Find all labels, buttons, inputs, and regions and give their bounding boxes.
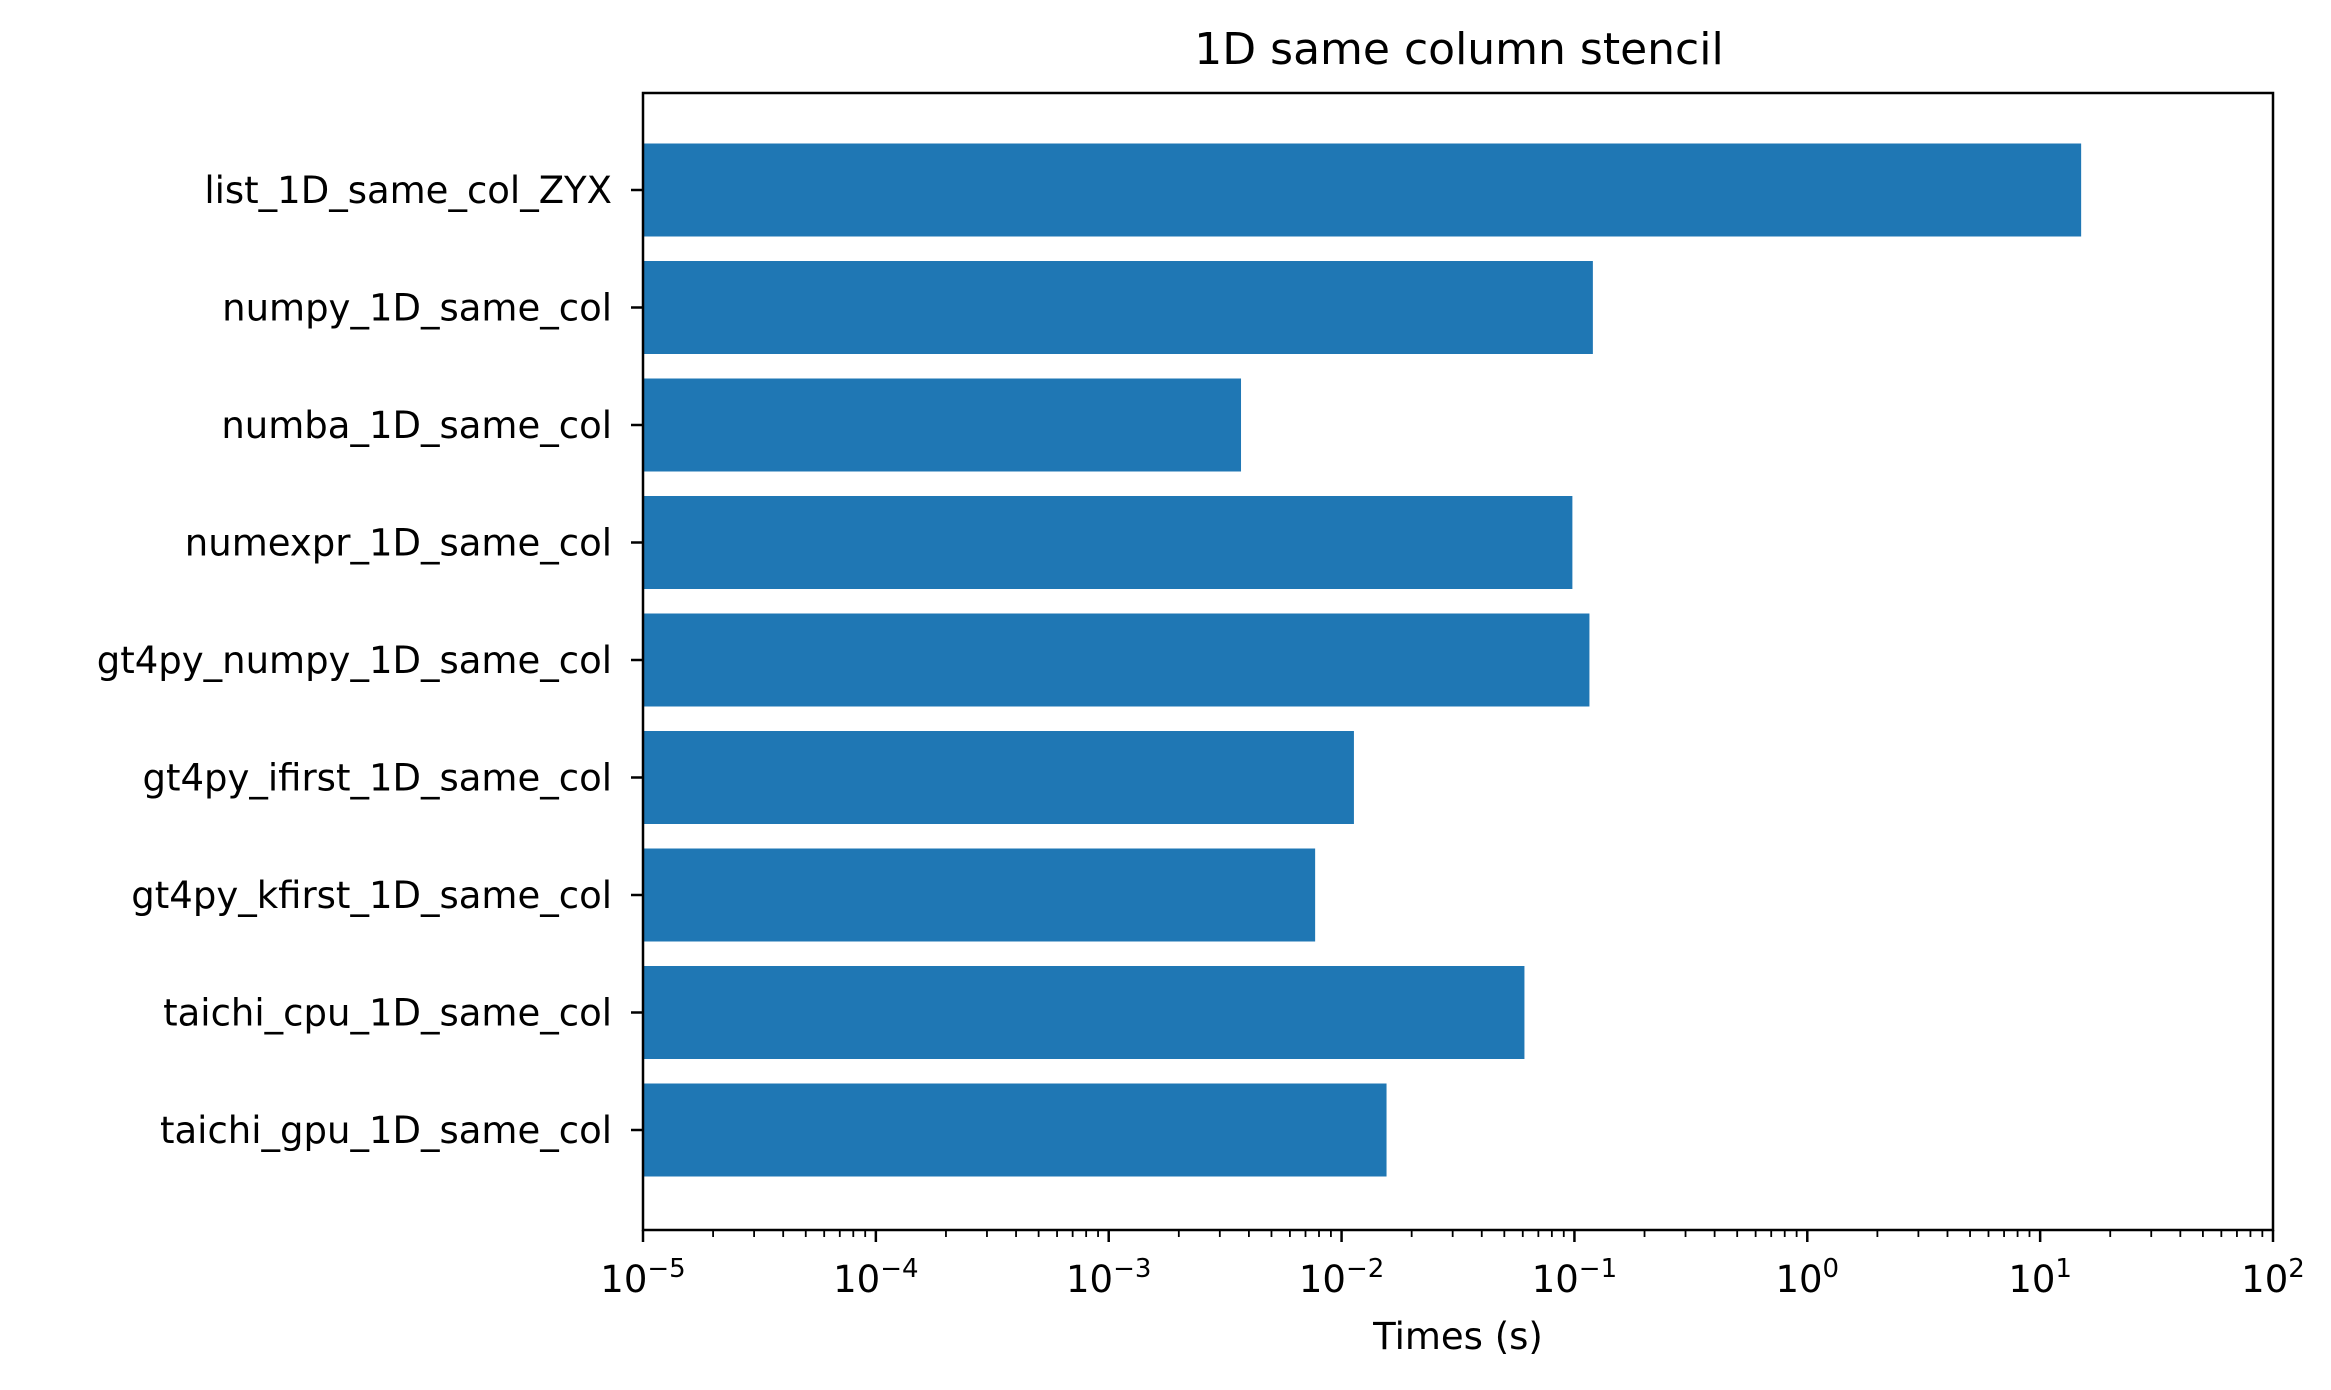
y-tick-label: gt4py_kfirst_1D_same_col [131,874,612,917]
bar [643,261,1593,354]
x-tick-label: 101 [2008,1254,2072,1301]
x-tick-label: 10−3 [1066,1254,1151,1301]
bar [643,496,1573,589]
bar [643,731,1354,824]
y-tick-label: numpy_1D_same_col [222,287,612,330]
chart-title: 1D same column stencil [1194,24,1723,75]
bar [643,378,1242,472]
x-tick-label: 10−1 [1532,1254,1617,1301]
x-axis-label: Times (s) [1372,1315,1543,1358]
y-tick-label: list_1D_same_col_ZYX [204,169,612,212]
bar [643,143,2082,237]
y-tick-label: taichi_gpu_1D_same_col [160,1109,612,1152]
bar [643,1083,1387,1177]
plot-frame [641,91,2275,1232]
x-tick-label: 10−5 [600,1254,685,1301]
bar [643,848,1316,942]
x-tick-label: 100 [1775,1254,1839,1301]
x-axis: 10−5 10−4 10−3 10−2 10−1 100 101 102 [600,1230,2305,1301]
y-axis: list_1D_same_col_ZYX numpy_1D_same_colnum… [97,169,643,1152]
y-tick-label: gt4py_numpy_1D_same_col [97,639,612,682]
y-tick-label: numexpr_1D_same_col [185,522,612,565]
x-tick-label: 102 [2241,1254,2305,1301]
y-tick-label: taichi_cpu_1D_same_col [163,992,612,1035]
bars-layer [643,143,2082,1177]
y-tick-label: gt4py_ifirst_1D_same_col [142,757,612,800]
x-tick-label: 10−2 [1299,1254,1384,1301]
bar [643,966,1525,1059]
y-tick-label: numba_1D_same_col [221,404,612,447]
x-tick-label: 10−4 [833,1254,918,1301]
bar [643,613,1590,707]
